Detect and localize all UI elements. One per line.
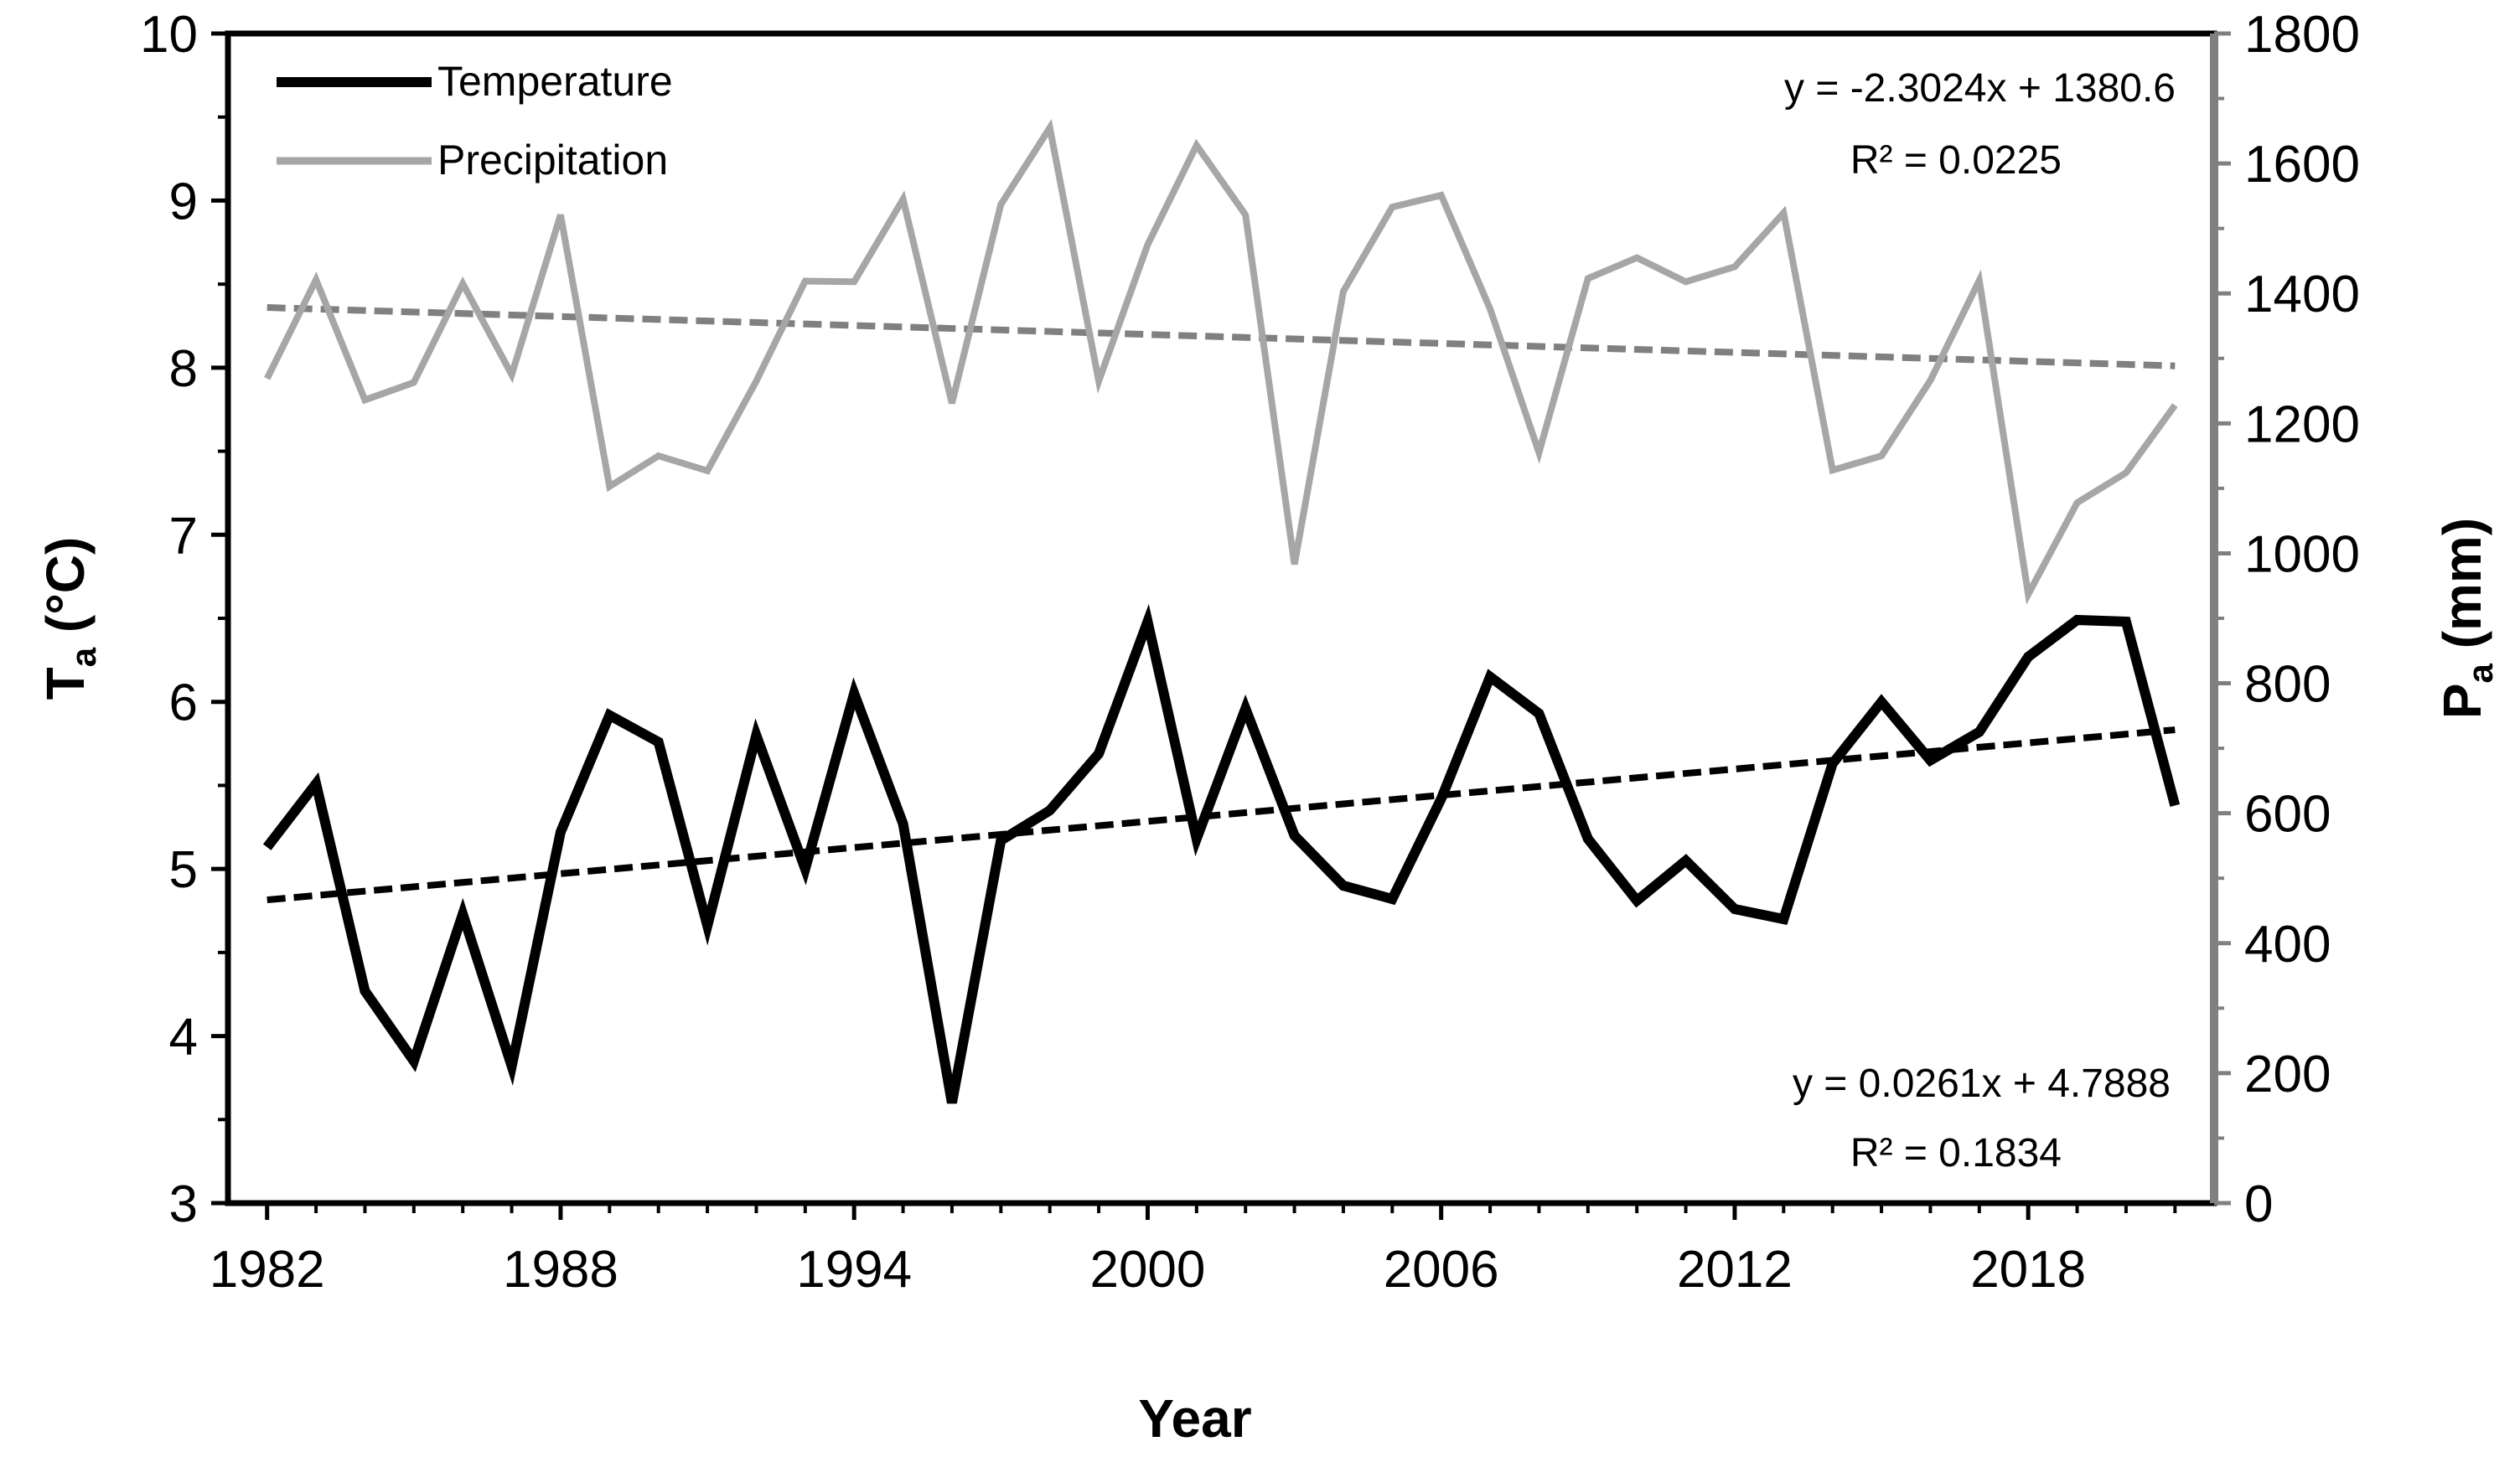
right-y-tick-label: 200	[2244, 1046, 2331, 1103]
legend-label-precipitation: Precipitation	[437, 137, 668, 183]
left-y-axis-title-main: T	[35, 667, 96, 700]
x-axis-title: Year	[1138, 1388, 1251, 1449]
right-y-axis-title-unit: (mm)	[2432, 518, 2492, 664]
left-y-axis-title: Ta (°C)	[35, 537, 103, 700]
temperature-trend-equation: y = 0.0261x + 4.7888	[1793, 1062, 2171, 1106]
precipitation-trend-equation: y = -2.3024x + 1380.6	[1784, 66, 2176, 111]
x-tick-label: 2012	[1677, 1241, 1793, 1299]
left-y-axis-title-sub: a	[64, 647, 103, 667]
right-y-axis-title: Pa (mm)	[2432, 518, 2500, 719]
right-y-tick-label: 400	[2244, 916, 2331, 974]
right-y-tick-label: 1800	[2244, 6, 2360, 64]
left-y-tick-label: 9	[169, 173, 198, 230]
left-y-tick-label: 3	[169, 1175, 198, 1233]
right-y-tick-label: 1400	[2244, 266, 2360, 323]
legend-label-temperature: Temperature	[437, 58, 673, 105]
temperature-trendline	[266, 726, 2176, 904]
right-y-tick-label: 600	[2244, 786, 2331, 844]
right-y-tick-label: 0	[2244, 1175, 2273, 1233]
right-y-axis-title-main: P	[2432, 683, 2492, 719]
left-y-tick-label: 4	[169, 1009, 198, 1067]
x-tick-label: 1988	[503, 1241, 618, 1299]
x-tick-label: 2006	[1384, 1241, 1499, 1299]
x-tick-label: 1982	[210, 1241, 325, 1299]
precipitation-trend-r2: R² = 0.0225	[1850, 138, 2062, 183]
left-y-tick-label: 10	[140, 6, 198, 64]
right-y-tick-label: 1000	[2244, 525, 2360, 583]
trendlines	[266, 304, 2176, 904]
x-tick-label: 2000	[1089, 1241, 1205, 1299]
data-series	[262, 118, 2181, 1104]
temperature-trend-r2: R² = 0.1834	[1850, 1131, 2062, 1175]
left-y-tick-label: 5	[169, 841, 198, 899]
x-axis: 1982 1988 1994 2000 2006 2012 2018	[210, 1203, 2177, 1299]
right-y-tick-label: 1600	[2244, 136, 2360, 194]
x-tick-label: 1994	[796, 1241, 912, 1299]
left-y-tick-label: 8	[169, 340, 198, 398]
right-y-tick-label: 1200	[2244, 395, 2360, 453]
legend: Temperature Precipitation	[277, 58, 673, 183]
temperature-line	[262, 603, 2181, 1104]
left-y-axis-title-unit: (°C)	[35, 537, 96, 648]
right-y-tick-label: 800	[2244, 656, 2331, 714]
left-y-tick-label: 7	[169, 507, 198, 565]
left-y-tick-label: 6	[169, 674, 198, 732]
right-y-axis-title-sub: a	[2460, 663, 2500, 683]
right-y-axis: 0 200 400 600 800 1000 1200 1400 1600 1800	[2214, 6, 2360, 1233]
x-tick-label: 2018	[1970, 1241, 2086, 1299]
precipitation-line	[264, 118, 2178, 605]
left-y-axis: 3 4 5 6 7 8 9 10	[140, 6, 228, 1233]
precipitation-trendline	[266, 304, 2176, 369]
